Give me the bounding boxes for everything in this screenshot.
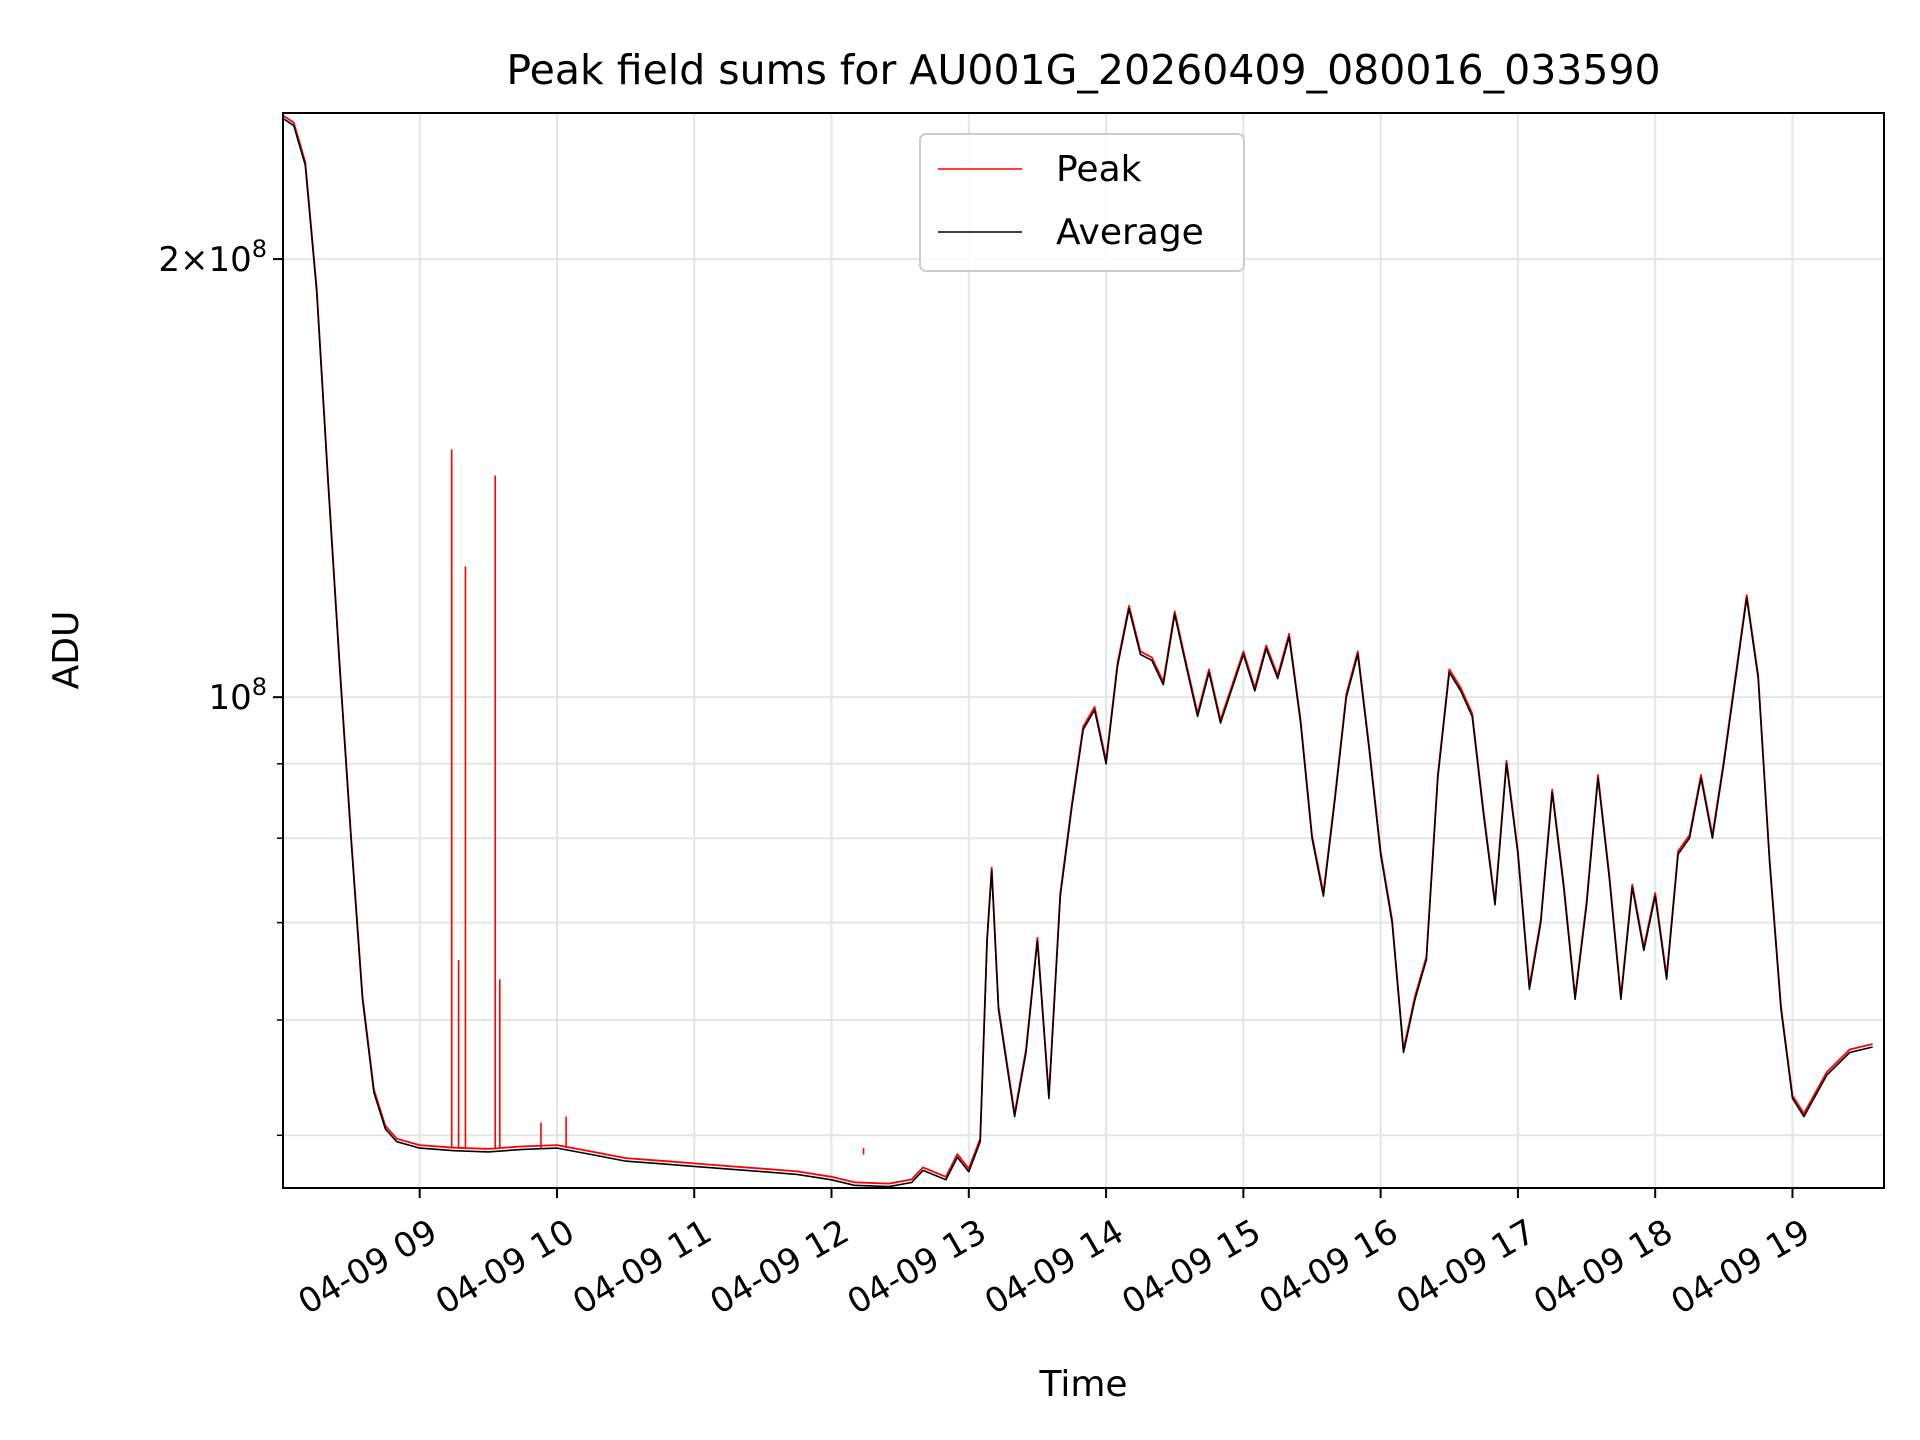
legend-peak-label: Peak bbox=[1056, 149, 1142, 190]
grid bbox=[283, 113, 1884, 1188]
legend: Peak Average bbox=[919, 133, 1245, 272]
x-axis-label: Time bbox=[1038, 1364, 1127, 1405]
y-tick-label: 2×108 bbox=[158, 235, 267, 280]
average-series-line bbox=[281, 117, 1873, 1188]
chart-title: Peak field sums for AU001G_20260409_0800… bbox=[506, 46, 1660, 94]
series-group bbox=[281, 114, 1873, 1188]
legend-average-label: Average bbox=[1056, 212, 1204, 253]
y-axis-label: ADU bbox=[46, 611, 87, 690]
plot-frame bbox=[282, 112, 1885, 1189]
